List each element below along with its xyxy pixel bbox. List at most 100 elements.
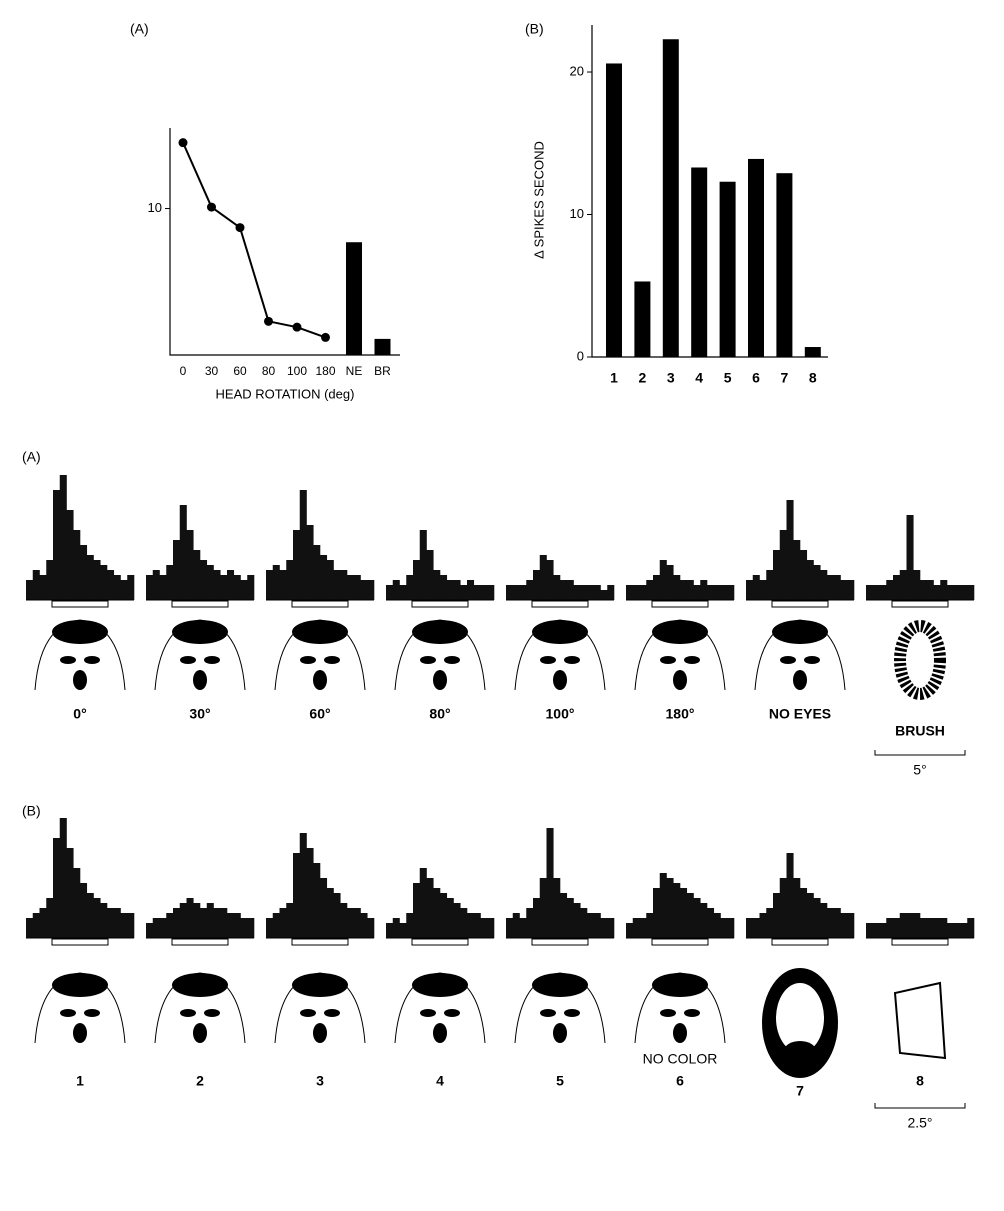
psth-bin [866,585,874,600]
psth-bin [680,888,688,938]
psth-bin [433,570,441,600]
psth-bin [967,918,975,938]
psth-bin [673,575,681,600]
bar [662,39,679,357]
face-icon [204,1009,220,1017]
psth-bin [639,585,647,600]
psth-bin [146,923,154,938]
psth-bin [326,888,334,938]
x-tick-label: 30 [205,364,219,378]
psth-bin [93,898,101,938]
psth-bin [746,580,754,600]
psth-bin [299,490,307,600]
psth-bin [786,853,794,938]
psth-bin [213,908,221,938]
psth-bin [707,585,715,600]
psth-bin [233,913,241,938]
psth-bin [906,913,914,938]
psth-bin [353,908,361,938]
psth-bin [560,580,568,600]
psth-bin [186,898,194,938]
psth-bin [847,913,855,938]
face-icon [172,620,228,644]
psth-bin [360,913,368,938]
face-icon [444,1009,460,1017]
psth-bin [240,918,248,938]
psth-bin [460,908,468,938]
stimulus-bar [291,938,349,946]
bar [804,347,821,357]
face-icon [292,973,348,997]
psth-bin [820,570,828,600]
psth-bin [487,585,495,600]
psth-bin [406,575,414,600]
psth-bin [727,918,735,938]
psth-bin [193,903,201,938]
psth-bin [333,893,341,938]
x-tick-label: 5 [724,370,732,386]
stimulus-bar [771,600,829,608]
psth-bin [713,913,721,938]
point [235,223,245,233]
face-icon [292,620,348,644]
face-icon [60,656,76,664]
psth-bin [840,580,848,600]
psth-bin [272,913,280,938]
psth-bin [607,585,615,600]
psth-bin [152,570,160,600]
psth-bin [473,913,481,938]
face-icon [772,620,828,644]
scale-bar [874,750,966,756]
point [207,202,216,212]
stimulus-label: 180° [666,706,695,722]
point [264,316,273,326]
psth-bin [179,903,187,938]
psth-bin [967,585,975,600]
psth-bin [86,555,94,600]
stimulus-label: 100° [546,706,575,722]
psth-bin [473,585,481,600]
psth-bin [752,918,760,938]
face-icon [84,1009,100,1017]
face-icon [172,973,228,997]
psth-bin [399,585,407,600]
line [182,142,326,339]
psth-bin [392,918,400,938]
stimulus-label: 30° [189,706,210,722]
psth-bin [587,913,595,938]
face-icon [313,1023,327,1043]
stimulus-bar [171,600,229,608]
stimulus-bar [51,600,109,608]
psth-bin [899,913,907,938]
face-icon [193,1023,207,1043]
face-icon [60,1009,76,1017]
psth-bin [546,560,554,600]
face-icon [652,973,708,997]
psth-bin [59,475,67,600]
psth-bin [519,585,527,600]
bar [776,173,793,357]
psth-bin [32,913,40,938]
bar [748,158,764,357]
psth-bin [766,570,774,600]
psth-bin [840,913,848,938]
psth-bin [587,585,595,600]
face-icon [660,1009,676,1017]
psth-bin [206,565,214,600]
x-tick-label: 2 [639,370,647,386]
face-icon [780,656,796,664]
x-tick-label: 8 [809,370,817,386]
psth-bin [353,575,361,600]
psth-bin [666,565,674,600]
psth-bin [26,580,34,600]
psth-bin [173,540,181,600]
psth-bin [833,908,841,938]
face-icon [420,1009,436,1017]
bar [719,181,736,357]
panel-title: (B) [22,803,41,819]
psth-bin [100,903,108,938]
psth-bin [127,913,135,938]
stimulus-label: 7 [796,1083,804,1099]
stimulus-bar [531,938,589,946]
